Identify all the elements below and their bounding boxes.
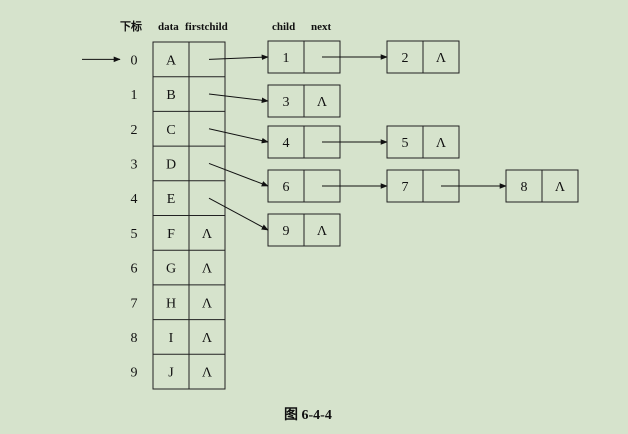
header-firstchild: firstchild (185, 21, 228, 33)
row-index: 0 (131, 53, 138, 68)
row-index: 9 (131, 366, 138, 381)
firstchild-null-symbol: Λ (202, 331, 213, 346)
header-index: 下标 (120, 19, 142, 33)
firstchild-null-symbol: Λ (202, 262, 213, 277)
child-value: 6 (283, 180, 290, 195)
row-index: 7 (131, 296, 138, 311)
row-index: 8 (131, 331, 138, 346)
row-data: E (167, 192, 176, 207)
child-value: 3 (283, 95, 290, 110)
figure-caption: 图 6-4-4 (284, 407, 332, 423)
child-value: 7 (402, 180, 409, 195)
row-data: H (166, 296, 176, 311)
next-null-symbol: Λ (317, 95, 328, 110)
child-value: 2 (402, 51, 409, 66)
firstchild-pointer-arrow (208, 128, 269, 144)
row-data: D (166, 157, 176, 172)
row-data: J (168, 366, 174, 381)
next-null-symbol: Λ (436, 51, 447, 66)
row-data: C (166, 123, 175, 138)
row-data: G (166, 262, 176, 277)
child-value: 1 (283, 51, 290, 66)
row-data: B (166, 88, 175, 103)
firstchild-pointer-arrow (208, 93, 269, 104)
row-data: A (166, 53, 177, 68)
firstchild-null-symbol: Λ (202, 296, 213, 311)
child-value: 5 (402, 136, 409, 151)
row-index: 2 (131, 123, 138, 138)
next-null-symbol: Λ (436, 136, 447, 151)
row-data: I (169, 331, 174, 346)
child-value: 8 (521, 180, 528, 195)
firstchild-null-symbol: Λ (202, 366, 213, 381)
firstchild-pointer-arrow (208, 197, 269, 231)
next-null-symbol: Λ (317, 224, 328, 239)
child-value: 9 (283, 224, 290, 239)
row-index: 5 (131, 227, 138, 242)
header-data: data (158, 21, 179, 33)
row-data: F (167, 227, 175, 242)
next-null-symbol: Λ (555, 180, 566, 195)
firstchild-pointer-arrow (208, 162, 269, 187)
header-child: child (272, 21, 295, 33)
row-index: 3 (131, 157, 138, 172)
row-index: 6 (131, 262, 138, 277)
firstchild-pointer-arrow (208, 54, 269, 61)
header-next: next (311, 21, 332, 33)
firstchild-null-symbol: Λ (202, 227, 213, 242)
row-index: 4 (131, 192, 138, 207)
child-value: 4 (283, 136, 290, 151)
row-index: 1 (131, 88, 138, 103)
